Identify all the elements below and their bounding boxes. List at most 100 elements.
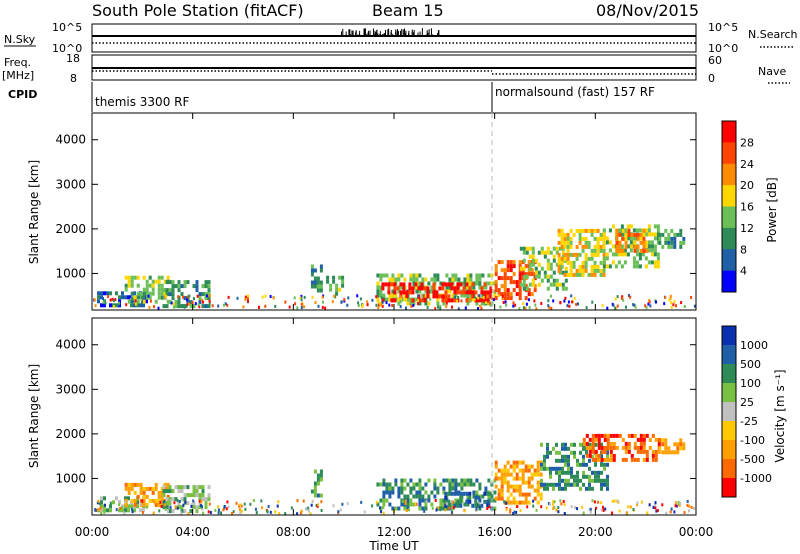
- data-cell: [645, 457, 649, 462]
- data-cell: [543, 458, 546, 463]
- data-cell: [238, 504, 241, 508]
- data-cell: [590, 232, 594, 237]
- data-cell: [168, 280, 172, 285]
- data-cell: [418, 478, 422, 483]
- data-cell: [442, 301, 446, 306]
- data-cell: [509, 500, 513, 505]
- data-cell: [474, 298, 478, 303]
- data-cell: [432, 294, 436, 299]
- data-cell: [606, 482, 609, 487]
- data-cell: [549, 470, 552, 475]
- data-cell: [424, 294, 427, 298]
- data-cell: [624, 232, 628, 237]
- data-cell: [552, 246, 556, 251]
- data-cell: [483, 491, 487, 496]
- data-cell: [635, 252, 639, 257]
- data-cell: [202, 511, 205, 515]
- data-cell: [157, 494, 161, 499]
- data-cell: [477, 307, 479, 311]
- data-cell: [346, 502, 349, 505]
- data-cell: [359, 297, 362, 301]
- data-cell: [409, 502, 413, 507]
- data-cell: [647, 232, 651, 237]
- data-cell: [418, 494, 422, 499]
- data-cell: [503, 280, 507, 285]
- data-cell: [382, 273, 386, 278]
- data-cell: [379, 277, 383, 282]
- data-cell: [310, 280, 314, 285]
- data-cell: [400, 486, 404, 491]
- data-cell: [472, 285, 476, 290]
- data-cell: [573, 482, 576, 487]
- data-cell: [680, 301, 683, 305]
- data-cell: [533, 468, 537, 473]
- data-cell: [531, 262, 535, 267]
- data-cell: [157, 306, 160, 310]
- data-cell: [512, 468, 516, 473]
- data-cell: [653, 260, 657, 265]
- data-cell: [441, 286, 445, 291]
- data-cell: [463, 277, 467, 282]
- data-cell: [445, 502, 448, 506]
- data-cell: [527, 480, 531, 485]
- data-cell: [186, 501, 190, 506]
- data-cell: [576, 470, 579, 475]
- data-cell: [563, 299, 566, 303]
- data-cell: [621, 457, 625, 462]
- data-cell: [207, 304, 211, 309]
- data-cell: [195, 284, 199, 289]
- data-cell: [430, 285, 434, 290]
- data-cell: [153, 305, 156, 309]
- data-cell: [136, 482, 140, 487]
- data-cell: [163, 500, 166, 504]
- data-cell: [618, 509, 621, 513]
- y-tick-label: 2000: [55, 222, 86, 236]
- station-title: South Pole Station (fitACF): [92, 1, 304, 20]
- data-cell: [121, 295, 124, 300]
- data-cell: [136, 504, 139, 509]
- data-cell: [602, 236, 606, 241]
- data-cell: [415, 297, 419, 302]
- data-cell: [602, 256, 606, 261]
- data-cell: [397, 273, 401, 278]
- data-cell: [588, 508, 591, 512]
- data-cell: [626, 252, 630, 257]
- data-cell: [509, 292, 513, 297]
- data-cell: [512, 272, 516, 277]
- data-cell: [483, 282, 487, 287]
- data-cell: [217, 505, 220, 509]
- data-cell: [587, 228, 591, 233]
- data-cell: [408, 290, 412, 295]
- data-cell: [603, 457, 607, 462]
- data-cell: [690, 505, 693, 509]
- data-cell: [385, 482, 389, 487]
- data-cell: [582, 437, 586, 442]
- data-cell: [319, 477, 323, 482]
- data-cell: [588, 449, 592, 454]
- data-cell: [217, 304, 220, 308]
- data-cell: [195, 280, 199, 285]
- data-cell: [239, 511, 242, 515]
- data-cell: [125, 303, 128, 307]
- data-cell: [130, 283, 134, 288]
- data-cell: [596, 248, 600, 253]
- power-data: [93, 224, 696, 311]
- data-cell: [133, 508, 136, 513]
- data-cell: [543, 466, 546, 471]
- data-cell: [152, 511, 155, 515]
- data-cell: [667, 236, 671, 241]
- data-cell: [201, 507, 204, 511]
- data-cell: [609, 457, 613, 462]
- data-cell: [603, 482, 606, 487]
- data-cell: [418, 506, 422, 511]
- data-cell: [531, 278, 535, 283]
- data-cell: [527, 484, 531, 489]
- data-cell: [201, 497, 205, 502]
- data-cell: [664, 446, 668, 451]
- data-cell: [536, 464, 540, 469]
- data-cell: [403, 486, 407, 491]
- data-cell: [319, 268, 323, 273]
- data-cell: [162, 304, 166, 309]
- data-cell: [393, 286, 397, 291]
